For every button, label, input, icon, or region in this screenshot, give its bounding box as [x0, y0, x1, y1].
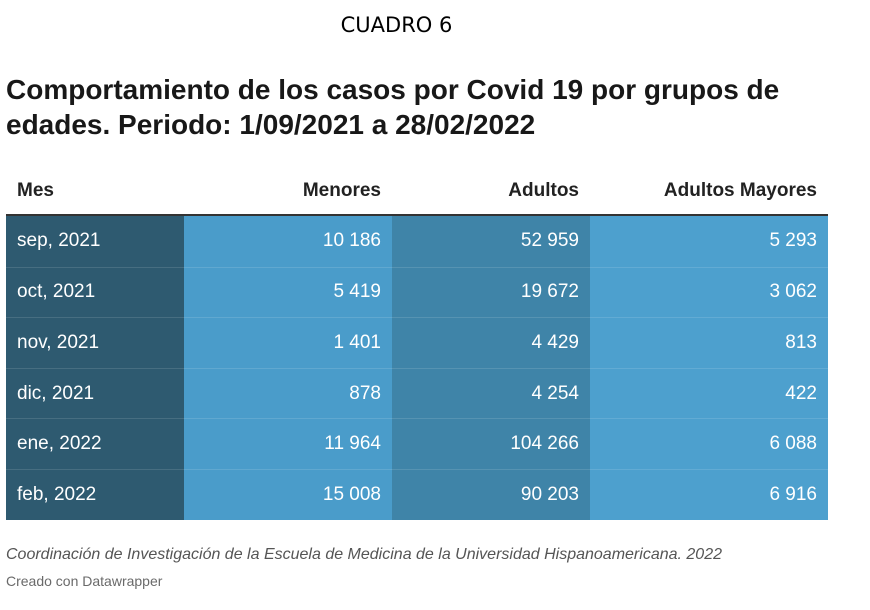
cell-adultos-mayores: 813: [590, 317, 828, 368]
cell-month: feb, 2022: [6, 468, 184, 520]
cell-menores: 5 419: [184, 266, 392, 318]
cell-menores: 10 186: [184, 216, 392, 267]
cell-month: nov, 2021: [6, 317, 184, 368]
source-note: Coordinación de Investigación de la Escu…: [6, 546, 722, 563]
cell-month: oct, 2021: [6, 266, 184, 318]
cell-adultos: 52 959: [392, 216, 590, 267]
cell-month: ene, 2022: [6, 418, 184, 469]
table-row: ene, 2022 11 964 104 266 6 088: [6, 418, 828, 469]
column-header-adultos-mayores: Adultos Mayores: [663, 180, 817, 201]
cell-menores: 1 401: [184, 317, 392, 368]
cell-adultos-mayores: 3 062: [590, 266, 828, 318]
table-row: dic, 2021 878 4 254 422: [6, 367, 828, 419]
cell-adultos: 90 203: [392, 468, 590, 520]
table-body: sep, 2021 10 186 52 959 5 293 oct, 2021 …: [6, 216, 828, 520]
cell-menores: 15 008: [184, 468, 392, 520]
cell-month: sep, 2021: [6, 216, 184, 267]
table-row: nov, 2021 1 401 4 429 813: [6, 317, 828, 368]
column-header-adultos: Adultos: [508, 180, 579, 201]
data-table: Mes Menores Adultos Adultos Mayores sep,…: [6, 168, 828, 520]
cell-adultos-mayores: 422: [590, 367, 828, 419]
cell-adultos: 104 266: [392, 418, 590, 469]
column-header-mes: Mes: [17, 180, 54, 201]
cell-menores: 11 964: [184, 418, 392, 469]
cell-adultos-mayores: 6 088: [590, 418, 828, 469]
table-header-row: Mes Menores Adultos Adultos Mayores: [6, 168, 828, 216]
cell-adultos: 4 429: [392, 317, 590, 368]
table-label: CUADRO 6: [340, 13, 453, 37]
cell-adultos: 4 254: [392, 367, 590, 419]
cell-adultos-mayores: 5 293: [590, 216, 828, 267]
cell-month: dic, 2021: [6, 367, 184, 419]
cell-adultos-mayores: 6 916: [590, 468, 828, 520]
page-title: Comportamiento de los casos por Covid 19…: [6, 74, 780, 140]
table-row: sep, 2021 10 186 52 959 5 293: [6, 216, 828, 267]
column-header-menores: Menores: [302, 180, 381, 201]
credit-note: Creado con Datawrapper: [6, 573, 163, 589]
cell-menores: 878: [184, 367, 392, 419]
cell-adultos: 19 672: [392, 266, 590, 318]
table-row: oct, 2021 5 419 19 672 3 062: [6, 266, 828, 318]
table-row: feb, 2022 15 008 90 203 6 916: [6, 468, 828, 520]
